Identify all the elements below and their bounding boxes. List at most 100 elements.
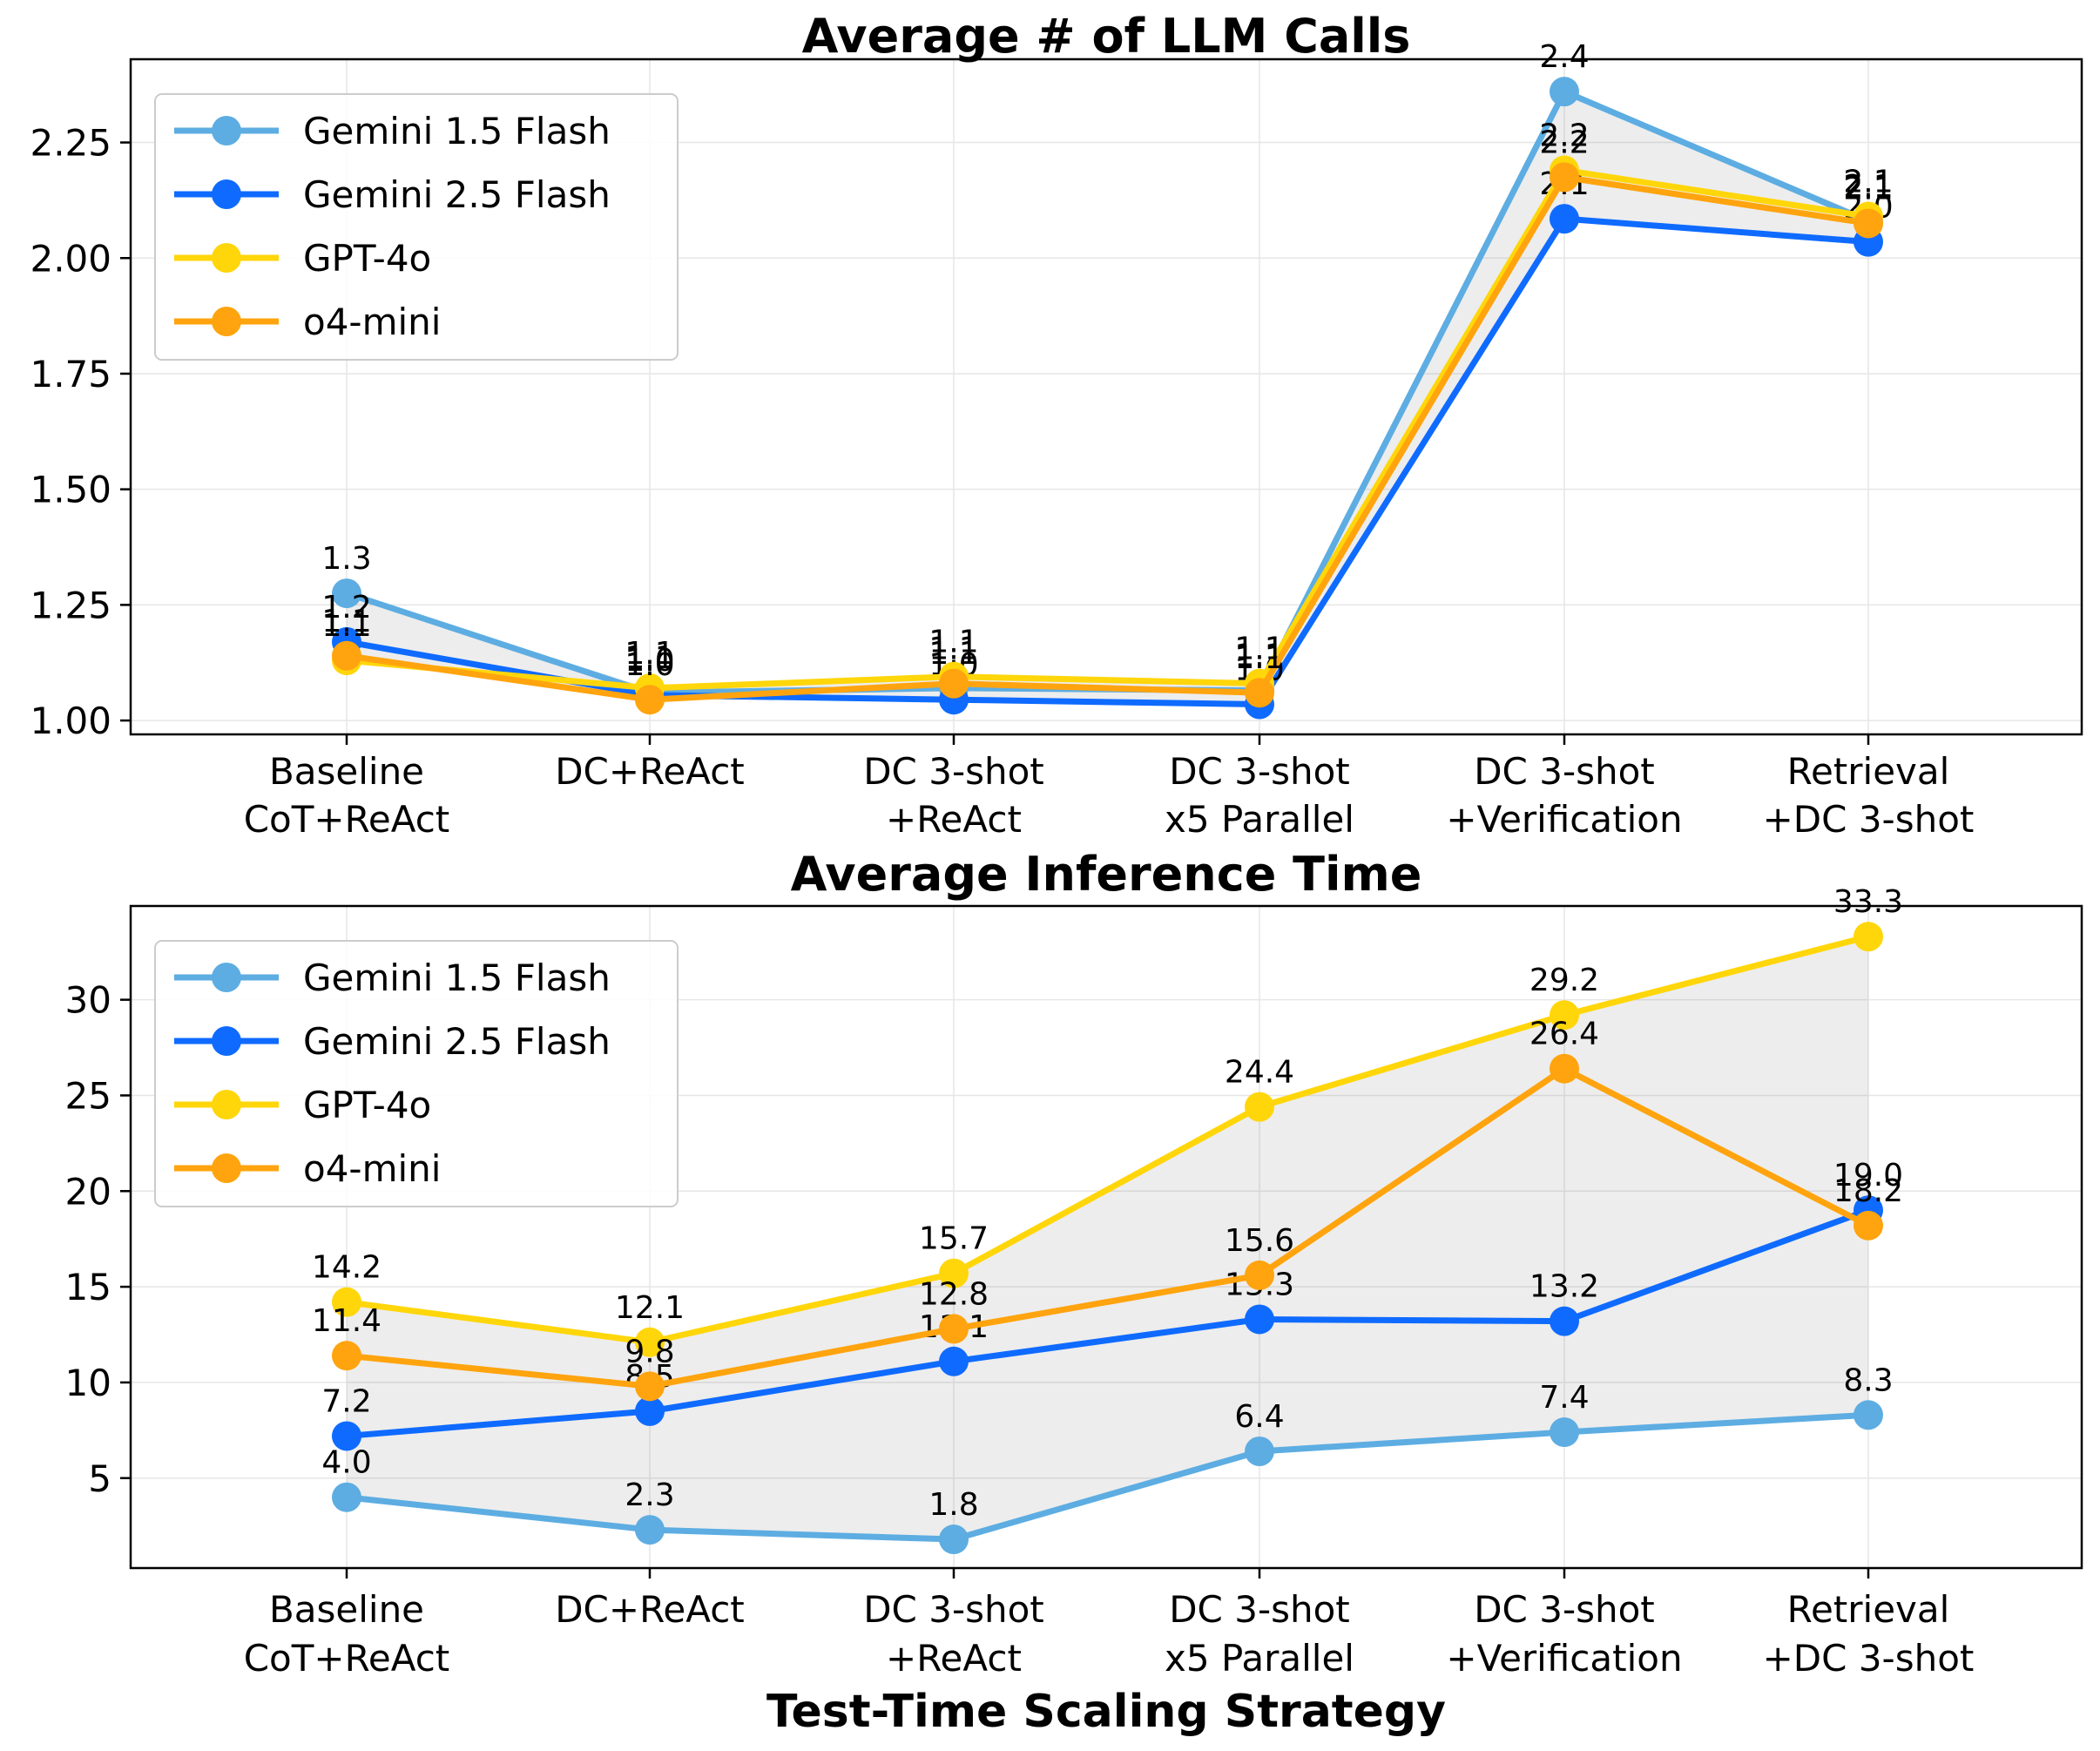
x-tick-label: +DC 3-shot [1763, 798, 1975, 841]
y-tick-label: 2.00 [30, 237, 111, 280]
legend-swatch-marker [212, 243, 241, 273]
data-point [1550, 77, 1579, 107]
x-tick-label: CoT+ReAct [244, 1637, 450, 1680]
chart-title: Average # of LLM Calls [802, 9, 1411, 64]
inference-time-chart: 4.02.31.86.47.48.37.28.511.113.313.219.0… [65, 847, 2083, 1738]
x-tick-label: DC 3-shot [1474, 1588, 1655, 1631]
y-tick-label: 25 [65, 1074, 111, 1117]
data-label: 2.1 [1843, 169, 1893, 205]
data-point [939, 1346, 969, 1376]
series-line-0 [346, 1411, 1869, 1543]
legend-entry: Gemini 2.5 Flash [303, 1020, 611, 1063]
legend-swatch-marker [212, 1026, 241, 1056]
plot-frame [129, 904, 2083, 1570]
x-tick-label: CoT+ReAct [244, 798, 450, 841]
legend-entry: GPT-4o [303, 237, 431, 280]
data-point [332, 640, 361, 671]
data-label: 1.1 [321, 608, 371, 644]
data-point [332, 578, 361, 609]
chart-title: Average Inference Time [791, 847, 1422, 902]
data-label: 18.2 [1833, 1173, 1903, 1209]
data-label: 15.7 [919, 1221, 989, 1257]
data-label: 2.4 [1539, 39, 1589, 75]
y-tick-label: 2.25 [30, 122, 111, 165]
data-point [1550, 204, 1579, 234]
data-label: 29.2 [1529, 963, 1599, 998]
data-label: 1.3 [321, 541, 371, 577]
data-label: 1.1 [928, 625, 978, 660]
data-label: 24.4 [1225, 1055, 1294, 1091]
legend-entry: o4-mini [303, 1147, 441, 1190]
data-label: 15.6 [1225, 1223, 1294, 1259]
data-label: 7.2 [321, 1383, 371, 1419]
y-tick-label: 1.50 [30, 469, 111, 511]
data-label: 1.1 [625, 640, 674, 676]
y-tick-label: 1.75 [30, 353, 111, 395]
series-line-2 [346, 166, 1869, 692]
data-label: 2.1 [1843, 164, 1893, 199]
y-tick-label: 5 [88, 1457, 111, 1500]
y-tick-label: 1.25 [30, 584, 111, 626]
data-point [1550, 1306, 1579, 1336]
data-point [1245, 1437, 1274, 1467]
legend-swatch-marker [212, 179, 241, 209]
x-tick-label: +ReAct [886, 1637, 1022, 1680]
y-tick-label: 20 [65, 1170, 111, 1213]
series-line-1 [346, 1207, 1870, 1439]
legend-swatch-marker [212, 116, 241, 145]
data-label: 1.8 [928, 1487, 978, 1523]
y-tick-label: 10 [65, 1362, 111, 1404]
data-point [1550, 1417, 1579, 1448]
x-tick-label: x5 Parallel [1165, 1637, 1354, 1680]
legend-swatch-marker [212, 963, 241, 992]
data-point [939, 1314, 969, 1344]
x-tick-label: x5 Parallel [1165, 798, 1354, 841]
data-point [332, 1482, 361, 1512]
data-label: 1.1 [625, 636, 674, 672]
data-point [1854, 1210, 1883, 1241]
series-line-3 [346, 173, 1869, 703]
data-label: 2.3 [625, 1477, 674, 1513]
y-tick-label: 1.00 [30, 700, 111, 742]
llm-calls-chart: 1.31.11.11.12.42.11.21.01.01.02.12.01.11… [30, 9, 2083, 841]
legend-box [154, 940, 679, 1207]
data-label: 9.8 [625, 1334, 674, 1369]
legend-entry: Gemini 1.5 Flash [303, 957, 611, 999]
data-point [1854, 1400, 1883, 1430]
x-tick-label: DC 3-shot [863, 1588, 1044, 1631]
plot-frame [129, 57, 2083, 736]
data-label: 1.1 [321, 604, 371, 639]
data-point [635, 685, 665, 715]
data-point [1550, 162, 1579, 193]
data-label: 1.0 [625, 647, 674, 683]
data-label: 1.0 [625, 643, 674, 679]
data-point [1550, 1000, 1579, 1031]
data-point [1245, 1092, 1274, 1122]
x-tick-label: DC 3-shot [1169, 1588, 1350, 1631]
data-label: 13.2 [1529, 1269, 1599, 1305]
x-tick-label: +DC 3-shot [1763, 1637, 1975, 1680]
x-tick-label: +Verification [1446, 1637, 1682, 1680]
data-point [332, 1421, 361, 1451]
y-tick-label: 15 [65, 1266, 111, 1308]
x-tick-label: DC 3-shot [1474, 750, 1655, 793]
x-tick-label: +Verification [1446, 798, 1682, 841]
series-line-3 [346, 1065, 1870, 1389]
x-axis-label: Test-Time Scaling Strategy [766, 1686, 1446, 1738]
legend: Gemini 1.5 Flash Gemini 2.5 Flash GPT-4o o4… [154, 93, 679, 361]
x-tick-label: DC 3-shot [863, 750, 1044, 793]
x-tick-label: DC 3-shot [1169, 750, 1350, 793]
data-point [635, 1396, 665, 1426]
x-tick-label: Retrieval [1787, 1588, 1950, 1631]
data-label: 33.3 [1833, 884, 1903, 920]
series-line-2 [346, 933, 1869, 1346]
data-point [1854, 922, 1883, 952]
data-point [939, 668, 969, 699]
data-point [1854, 208, 1883, 239]
x-tick-label: Retrieval [1787, 750, 1950, 793]
data-label: 7.4 [1539, 1380, 1589, 1416]
data-point [939, 1525, 969, 1555]
range-band [347, 936, 1868, 1540]
x-tick-label: DC+ReAct [555, 750, 745, 793]
